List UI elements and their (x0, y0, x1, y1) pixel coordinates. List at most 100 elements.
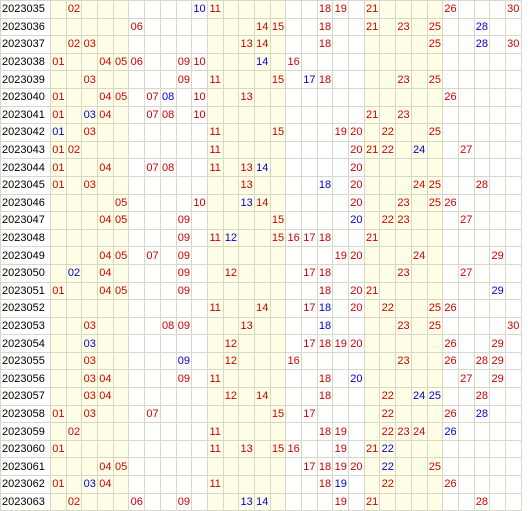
empty-cell (238, 105, 255, 125)
empty-cell (426, 281, 444, 301)
red-number: 25 (426, 17, 444, 37)
empty-cell (395, 87, 412, 107)
empty-cell (65, 281, 83, 301)
empty-cell (348, 404, 365, 424)
red-number: 22 (379, 475, 397, 494)
blue-number: 03 (81, 475, 99, 494)
empty-cell (112, 123, 130, 142)
empty-cell (473, 158, 491, 177)
empty-cell (97, 299, 114, 318)
empty-cell (112, 475, 130, 494)
empty-cell (253, 439, 271, 459)
red-number: 23 (395, 193, 412, 213)
red-number: 09 (175, 316, 193, 336)
empty-cell (363, 193, 381, 213)
red-number: 20 (348, 140, 365, 160)
empty-cell (489, 0, 506, 19)
empty-cell (112, 439, 130, 459)
red-number: 03 (81, 404, 99, 424)
empty-cell (159, 404, 177, 424)
period-cell: 2023044 (0, 158, 51, 177)
empty-cell (191, 422, 208, 441)
draw-row: 2023035 02 10 11 18 19 21 26 30 (0, 0, 522, 19)
empty-cell (191, 299, 208, 318)
empty-cell (144, 0, 161, 19)
empty-cell (473, 52, 491, 72)
blue-number: 18 (316, 316, 334, 336)
red-number: 26 (442, 404, 459, 424)
empty-cell (316, 211, 334, 230)
empty-cell (238, 228, 255, 248)
empty-cell (410, 52, 428, 72)
empty-cell (128, 387, 146, 406)
red-number: 02 (65, 492, 83, 511)
empty-cell (442, 439, 459, 459)
draw-row: 2023051 01 04 05 09 18 20 21 29 (0, 281, 522, 301)
empty-cell (395, 299, 412, 318)
empty-cell (332, 228, 350, 248)
empty-cell (473, 281, 491, 301)
empty-cell (269, 492, 287, 511)
empty-cell (128, 158, 146, 177)
empty-cell (504, 158, 522, 177)
empty-cell (65, 387, 83, 406)
empty-cell (457, 457, 475, 477)
empty-cell (363, 334, 381, 353)
empty-cell (159, 140, 177, 160)
empty-cell (144, 351, 161, 371)
red-number: 05 (112, 211, 130, 230)
red-number: 05 (112, 87, 130, 107)
empty-cell (81, 263, 99, 283)
red-number: 09 (175, 492, 193, 511)
blue-number: 24 (410, 140, 428, 160)
empty-cell (112, 140, 130, 160)
empty-cell (457, 422, 475, 441)
empty-cell (473, 0, 491, 19)
empty-cell (269, 351, 287, 371)
blue-number: 20 (348, 211, 365, 230)
empty-cell (81, 193, 99, 213)
empty-cell (206, 263, 224, 283)
empty-cell (206, 246, 224, 265)
empty-cell (473, 457, 491, 477)
red-number: 12 (222, 334, 240, 353)
empty-cell (175, 299, 193, 318)
red-number: 27 (457, 140, 475, 160)
empty-cell (191, 281, 208, 301)
empty-cell (504, 246, 522, 265)
empty-cell (144, 211, 161, 230)
empty-cell (97, 492, 114, 511)
empty-cell (442, 316, 459, 336)
red-number: 18 (316, 387, 334, 406)
empty-cell (112, 316, 130, 336)
empty-cell (457, 387, 475, 406)
empty-cell (222, 193, 240, 213)
empty-cell (128, 87, 146, 107)
empty-cell (175, 123, 193, 142)
empty-cell (457, 439, 475, 459)
red-number: 22 (379, 422, 397, 441)
empty-cell (457, 492, 475, 511)
empty-cell (112, 228, 130, 248)
red-number: 25 (426, 70, 444, 89)
empty-cell (332, 316, 350, 336)
empty-cell (144, 334, 161, 353)
empty-cell (285, 475, 302, 494)
red-number: 19 (332, 0, 350, 19)
empty-cell (410, 475, 428, 494)
empty-cell (253, 422, 271, 441)
period-cell: 2023039 (0, 70, 51, 89)
empty-cell (410, 158, 428, 177)
red-number: 21 (363, 281, 381, 301)
empty-cell (395, 457, 412, 477)
empty-cell (379, 35, 397, 54)
empty-cell (128, 316, 146, 336)
empty-cell (50, 316, 67, 336)
empty-cell (410, 351, 428, 371)
empty-cell (50, 17, 67, 37)
red-number: 21 (363, 228, 381, 248)
empty-cell (159, 475, 177, 494)
red-number: 25 (426, 193, 444, 213)
empty-cell (426, 334, 444, 353)
empty-cell (285, 140, 302, 160)
